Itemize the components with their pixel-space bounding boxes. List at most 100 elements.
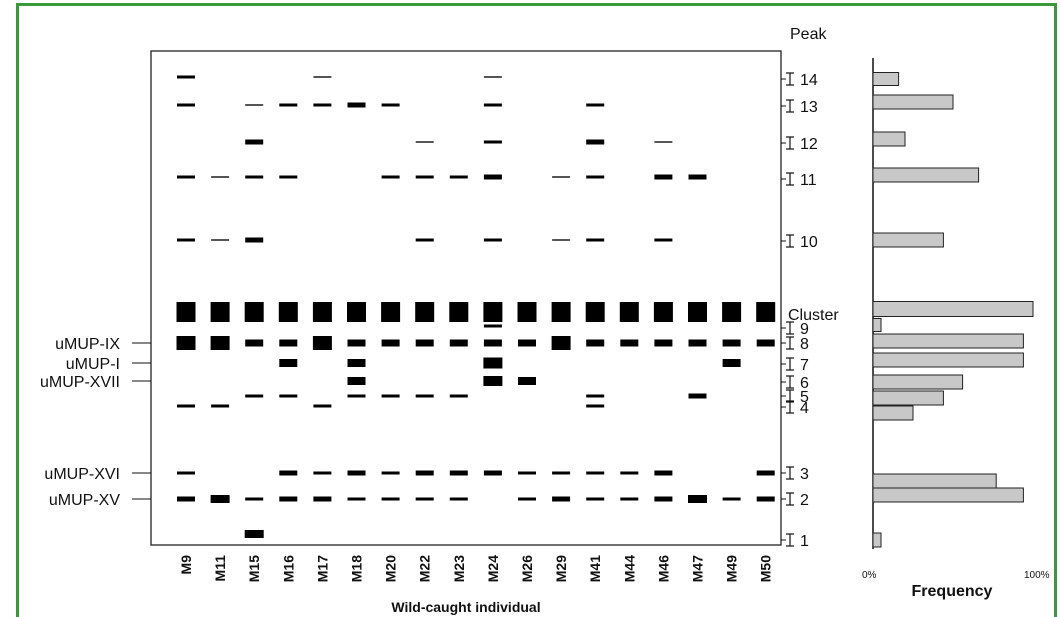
frequency-bar-14 [872,72,900,86]
band-cluster-M24 [483,302,503,322]
band-7-M24 [483,357,503,369]
peak-label-10: 10 [800,234,818,251]
band-11-M16 [279,175,298,179]
band-13-M16 [279,103,298,107]
frequency-bar-8 [872,333,1024,349]
band-5-M23 [449,394,468,398]
gel-band-panel: M9 M11 M15 M16 M17 M18 M20 M22 M23 M24 M26 M29 M41 M4… [40,26,839,615]
frame-border-right [1054,3,1057,617]
band-13-M20 [381,103,400,107]
band-10-M11 [211,239,230,241]
band-11-M11 [211,176,230,178]
band-2-M16 [279,496,298,502]
band-cluster-M18 [347,302,366,322]
band-cluster-M46 [653,302,673,322]
frequency-bar-12 [872,131,906,147]
band-3-M17 [313,471,332,475]
band-5-M41 [586,394,605,398]
band-cluster-M16 [278,302,298,322]
frequency-axis-title: Frequency [912,583,993,600]
band-cluster-M41 [585,302,605,322]
band-1-M15 [244,530,264,538]
band-10-M15 [245,237,264,243]
band-2-M44 [620,497,639,501]
frequency-bar-9 [872,318,882,332]
frequency-bar-10 [872,232,944,248]
individual-label-M44: M44 [621,555,637,582]
band-cluster-M20 [381,302,401,322]
peak-label-6: 6 [800,375,809,392]
band-3-M16 [279,470,298,476]
gel-plot-frame [150,50,782,546]
band-14-M24 [483,76,502,78]
band-7-M16 [279,359,298,367]
frequency-bar-panel: 0% 100% Frequency [862,58,1050,600]
peak-label-5: 5 [800,389,809,406]
band-10-M41 [586,238,605,242]
band-8-M49 [722,339,741,347]
band-cluster-M26 [517,302,537,322]
band-3-M18 [347,470,366,476]
band-10-M24 [483,238,502,242]
individual-label-M49: M49 [724,555,740,582]
band-8-M26 [518,339,536,347]
band-2-M41 [586,497,605,501]
band-6-M24 [483,376,503,386]
individual-label-M24: M24 [485,555,501,582]
frequency-bar-2 [872,487,1024,503]
band-11-M15 [245,175,264,179]
band-11-M24 [483,174,502,180]
band-8-M46 [654,339,673,347]
band-2-M47 [688,495,707,503]
band-11-M41 [586,175,605,179]
frequency-bar-5 [872,390,944,406]
band-cluster-M50 [756,302,776,322]
individual-label-M20: M20 [383,555,399,582]
band-2-M50 [756,496,775,502]
band-2-M17 [313,496,332,502]
band-cluster-M47 [688,302,707,322]
frequency-tick-0: 0% [862,570,877,581]
individual-label-M46: M46 [655,555,671,582]
band-14-M9 [177,75,195,79]
band-12-M24 [483,140,502,144]
peak-label-4: 4 [800,400,809,417]
band-11-M46 [654,174,673,180]
individual-label-M15: M15 [246,555,262,582]
band-2-M9 [177,496,195,502]
peak-label-1: 1 [800,533,809,550]
band-8-M17 [312,336,332,350]
peak-label-12: 12 [800,136,818,153]
band-8-M15 [245,339,264,347]
individual-label-M41: M41 [587,555,603,582]
band-2-M29 [552,496,571,502]
band-8-M11 [210,336,230,350]
band-11-M23 [449,175,468,179]
band-14-M17 [313,76,332,78]
band-10-M29 [552,239,571,241]
band-cluster-M49 [722,302,742,322]
band-cluster-M29 [551,302,571,322]
band-13-M41 [586,103,605,107]
band-3-M9 [177,471,195,475]
individual-label-M16: M16 [280,555,296,582]
band-10-M46 [654,238,673,242]
band-5-M47 [688,393,707,399]
individual-label-M22: M22 [417,555,433,582]
band-12-M22 [415,141,434,143]
individual-label-M47: M47 [690,555,706,582]
band-10-M22 [415,238,434,242]
band-3-M29 [552,471,571,475]
band-cluster-M22 [415,302,435,322]
y-axis-title: Peak [790,26,827,43]
frequency-bar-13 [872,94,954,110]
band-3-M20 [381,471,400,475]
band-8-M44 [620,339,639,347]
band-5-M16 [279,394,298,398]
band-2-M20 [381,497,400,501]
band-2-M22 [415,497,434,501]
band-12-M41 [586,139,605,145]
band-cluster-M15 [244,302,264,322]
band-2-M11 [210,495,230,503]
band-7-M18 [347,359,366,367]
